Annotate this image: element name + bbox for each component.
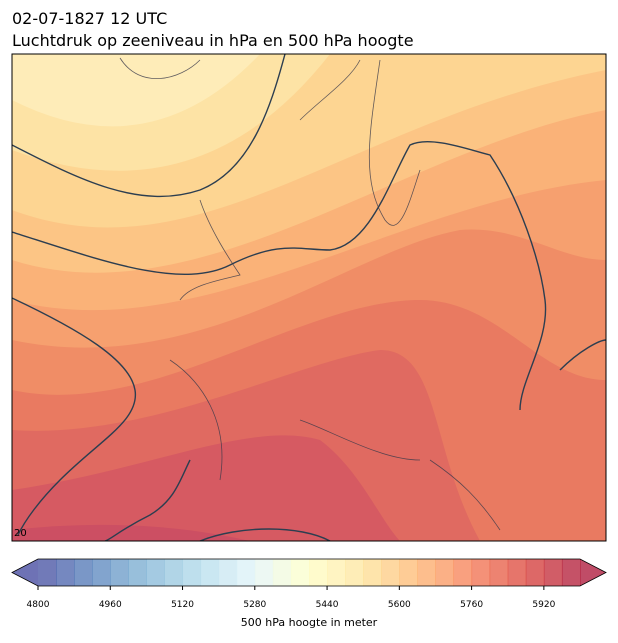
colorbar-label: 500 hPa hoogte in meter bbox=[241, 616, 378, 629]
extend-high bbox=[580, 559, 606, 586]
tick-label: 4960 bbox=[99, 600, 122, 610]
colorbar-segment bbox=[236, 559, 256, 586]
band bbox=[12, 435, 400, 541]
title: 02-07-1827 12 UTC bbox=[12, 9, 167, 28]
colorbar-segment bbox=[200, 559, 220, 586]
colorbar-segment bbox=[254, 559, 274, 586]
colorbar-segment bbox=[164, 559, 184, 586]
contour-label: 20 bbox=[14, 528, 27, 539]
extend-low bbox=[12, 559, 38, 586]
colorbar-segment bbox=[182, 559, 202, 586]
colorbar-segment bbox=[327, 559, 346, 586]
colorbar-segment bbox=[345, 559, 364, 586]
tick-label: 5760 bbox=[460, 600, 483, 610]
colorbar-segment bbox=[435, 559, 455, 586]
colorbar-segment bbox=[507, 559, 527, 586]
colorbar-segment bbox=[110, 559, 129, 586]
colorbar: 4800 4960 5120 5280 5440 5600 5760 5920 bbox=[11, 558, 607, 610]
colorbar-segment bbox=[92, 559, 111, 586]
colorbar-segment bbox=[399, 559, 418, 586]
band bbox=[12, 524, 250, 541]
colorbar-segment bbox=[272, 559, 292, 586]
colorbar-segment bbox=[525, 559, 545, 586]
colorbar-segment bbox=[38, 559, 57, 586]
colorbar-segment bbox=[417, 559, 436, 586]
colorbar-outline bbox=[11, 558, 607, 587]
colorbar-segment bbox=[381, 559, 400, 586]
tick-label: 5120 bbox=[171, 600, 194, 610]
colorbar-segment bbox=[290, 559, 310, 586]
map-frame bbox=[11, 53, 607, 542]
colorbar-segment bbox=[56, 559, 75, 586]
tick-label: 4800 bbox=[27, 600, 50, 610]
tick-label: 5600 bbox=[388, 600, 411, 610]
tick-label: 5440 bbox=[316, 600, 339, 610]
colorbar-segment bbox=[74, 559, 93, 586]
tick-label: 5920 bbox=[532, 600, 555, 610]
isobars bbox=[12, 54, 606, 541]
colorbar-segment bbox=[471, 559, 491, 586]
colorbar-segment bbox=[128, 559, 147, 586]
coastlines bbox=[119, 57, 501, 531]
colorbar-segment bbox=[561, 559, 581, 586]
colorbar-segment bbox=[218, 559, 238, 586]
colorbar-segment bbox=[453, 559, 473, 586]
tick-label: 5280 bbox=[243, 600, 266, 610]
map: 20 bbox=[12, 54, 606, 541]
subtitle: Luchtdruk op zeeniveau in hPa en 500 hPa… bbox=[12, 31, 414, 50]
colorbar-segment bbox=[309, 559, 328, 586]
colorbar-segment bbox=[543, 559, 563, 586]
colorbar-segment bbox=[363, 559, 382, 586]
colorbar-segment bbox=[146, 559, 165, 586]
colorbar-segment bbox=[489, 559, 509, 586]
